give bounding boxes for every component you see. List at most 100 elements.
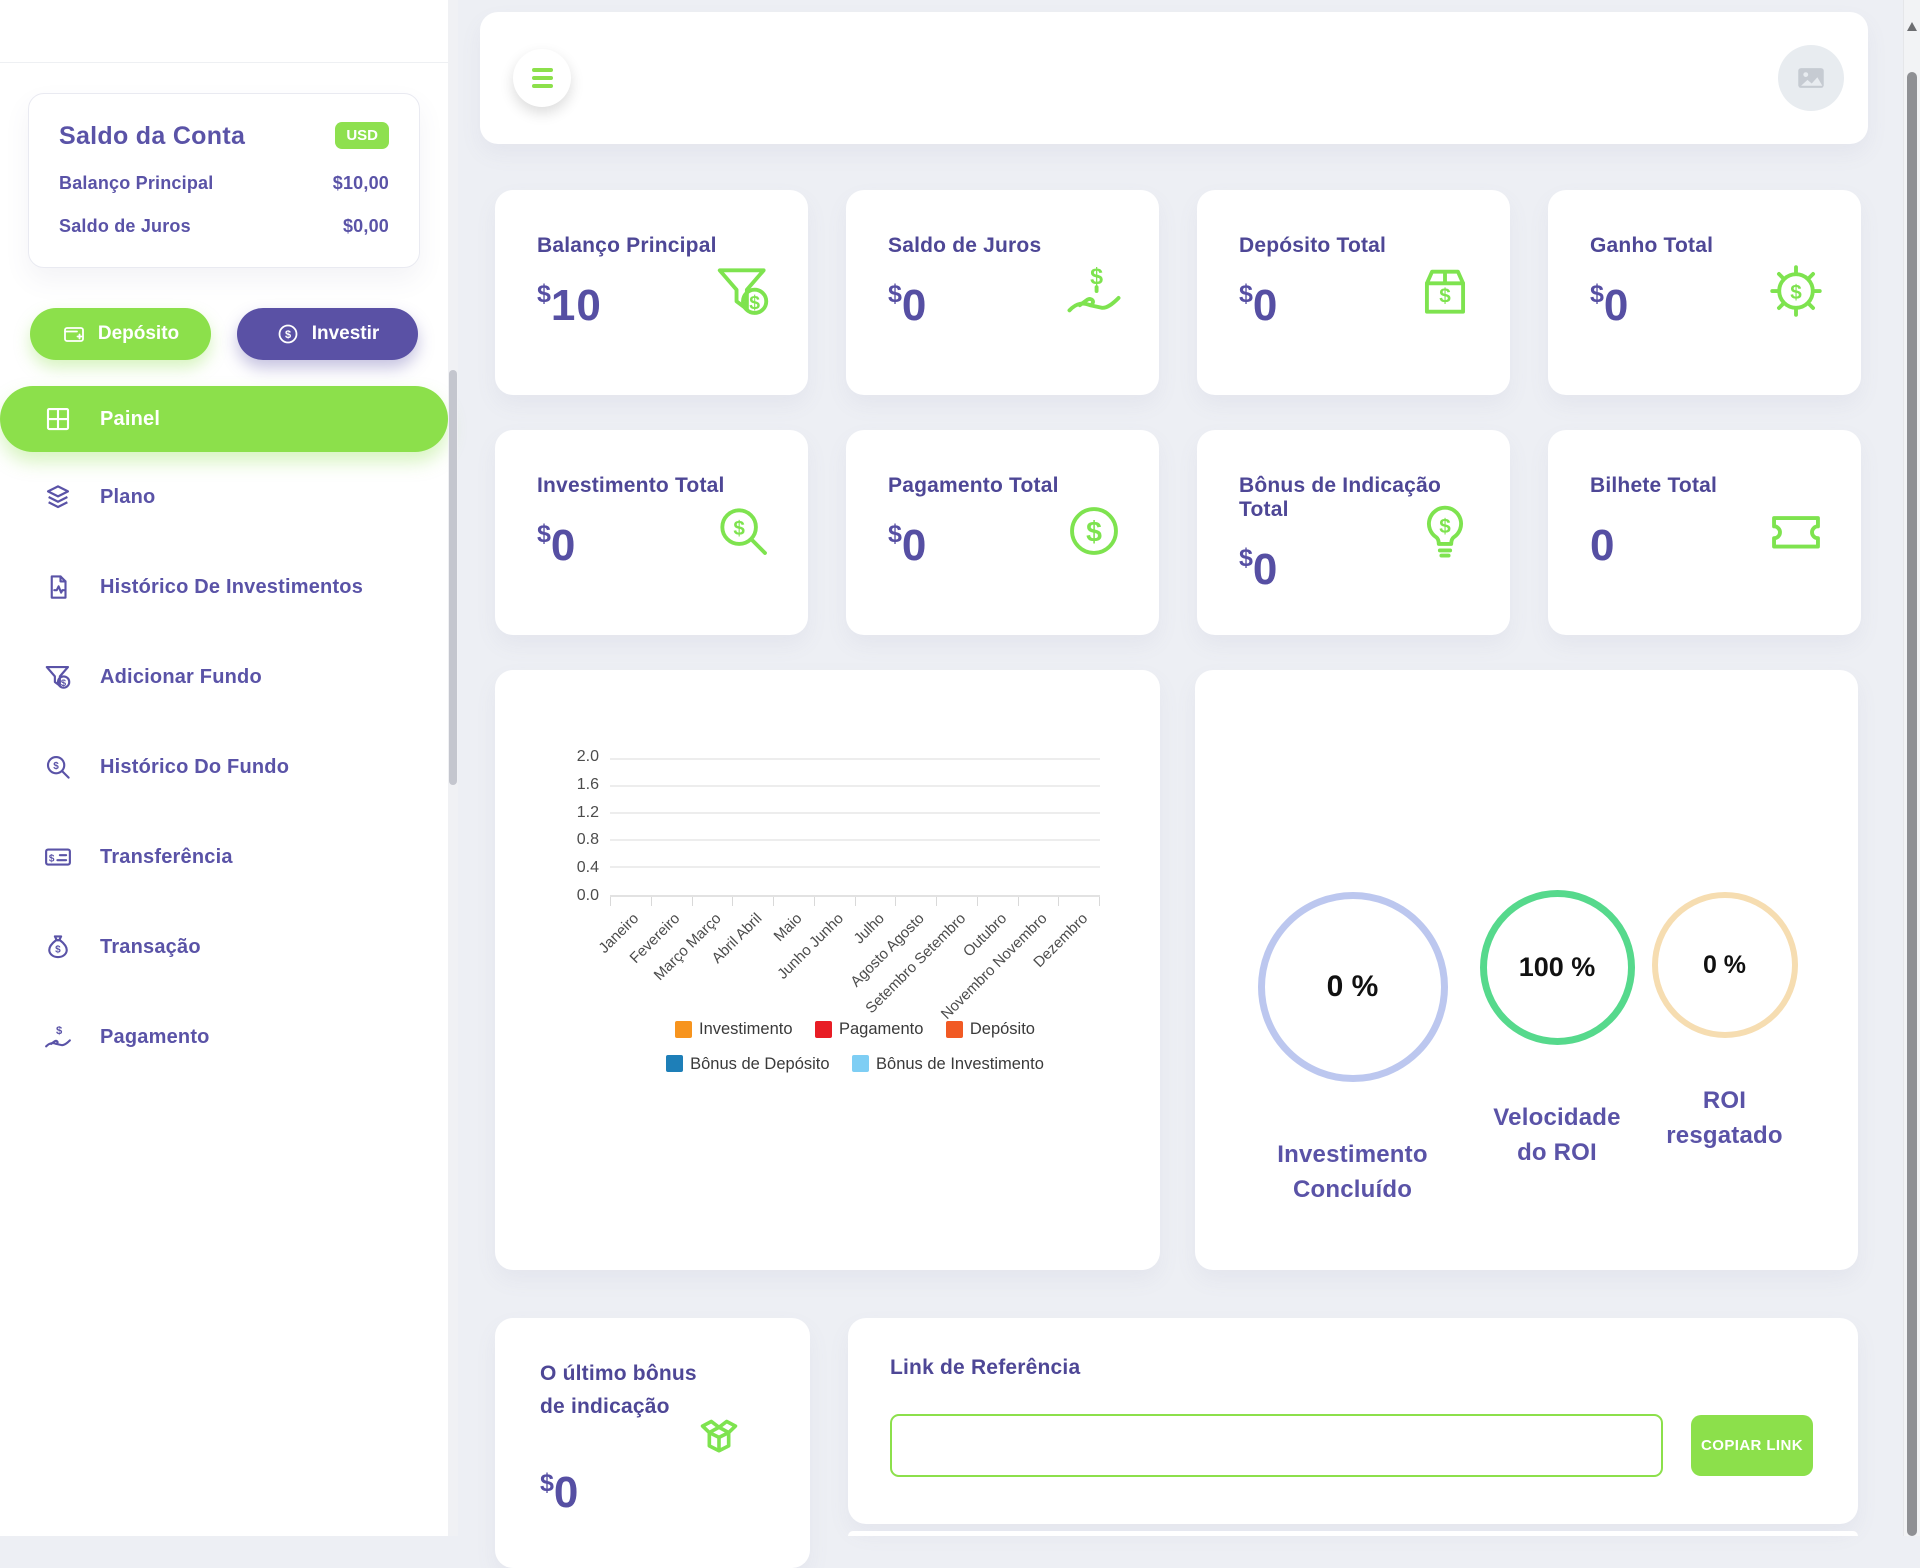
invest-button[interactable]: $ Investir [237,308,418,360]
topbar [480,12,1868,144]
deposit-button[interactable]: Depósito [30,308,211,360]
svg-text:$: $ [1086,516,1102,548]
layers-icon [42,481,74,513]
referral-link-card: Link de Referência COPIAR LINK [848,1318,1858,1524]
search-dollar-icon: $ [712,500,774,562]
sidebar-menu: Painel Plano Histórico De Investimentos [0,386,448,1082]
legend-swatch [945,1020,963,1038]
monthly-bar-chart-card: 2.0 1.6 1.2 0.8 0.4 0.0 Janeiro Fevereiro M… [495,670,1160,1270]
gauge-investimento-concluido: 0 % Investimento Concluído [1250,892,1455,1208]
sidebar-header [0,0,448,63]
last-referral-bonus-card: O último bônus de indicação $0 [495,1318,810,1568]
stat-value: 0 [1590,521,1616,570]
svg-text:$: $ [53,761,59,772]
legend-swatch [815,1020,832,1038]
stat-value: $0 [888,280,928,330]
legend-swatch [852,1055,870,1072]
gauge-label: Investimento Concluído [1277,1141,1428,1203]
sidebar-toggle-button[interactable] [513,49,571,107]
sidebar-item-plano[interactable]: Plano [0,452,448,542]
currency-badge: USD [335,122,389,149]
invest-history-icon [42,571,74,603]
page-scrollbar-thumb[interactable] [1907,72,1917,1536]
next-section-edge [848,1531,1858,1536]
balance-row-label: Saldo de Juros [59,216,191,236]
svg-text:$: $ [1090,264,1103,290]
gauge-label: ROI resgatado [1666,1087,1783,1149]
wallet-icon [62,322,86,346]
hamburger-icon [531,68,553,88]
legend-item-pagamento[interactable]: Pagamento [815,1014,923,1044]
sidebar: Saldo da Conta USD Balanço Principal $10… [0,0,448,1536]
roi-gauges-card: 0 % Investimento Concluído 100 % Velocid… [1195,670,1858,1270]
sidebar-item-historico-do-fundo[interactable]: $ Histórico Do Fundo [0,722,448,812]
stat-card-saldo-de-juros: Saldo de Juros $0 $ [846,190,1159,395]
sidebar-item-historico-de-investimentos[interactable]: Histórico De Investimentos [0,542,448,632]
box-dollar-icon: $ [1414,260,1476,322]
sidebar-scrollbar-thumb[interactable] [449,370,457,785]
stat-card-investimento-total: Investimento Total $0 $ [495,430,808,635]
bulb-dollar-icon: $ [1414,500,1476,562]
scroll-up-arrow-icon[interactable] [1907,22,1917,31]
svg-text:$: $ [61,678,67,688]
grid-icon [42,403,74,435]
funnel-dollar-icon: $ [42,661,74,693]
stat-card-balanco-principal: Balanço Principal $10 $ [495,190,808,395]
legend-item-deposito[interactable]: Depósito [945,1014,1035,1044]
user-avatar[interactable] [1778,45,1844,111]
gauge-roi-resgatado: 0 % ROI resgatado [1647,892,1802,1154]
svg-text:$: $ [1439,285,1451,308]
sidebar-item-transferencia[interactable]: $ Transferência [0,812,448,902]
sidebar-item-pagamento[interactable]: $ Pagamento [0,992,448,1082]
stat-title: Bônus de Indicação Total [1239,474,1441,521]
hand-dollar-icon: $ [1063,260,1125,322]
stat-card-bilhete-total: Bilhete Total 0 [1548,430,1861,635]
stat-title: Pagamento Total [888,474,1059,497]
stat-value: $10 [537,280,602,330]
stat-value: $0 [1239,280,1279,330]
stat-card-pagamento-total: Pagamento Total $0 $ [846,430,1159,635]
sidebar-item-label: Pagamento [100,1025,210,1048]
stats-grid: Balanço Principal $10 $ Saldo de Juros $… [495,190,1865,635]
gauge-value: 0 % [1326,970,1379,1003]
stat-card-deposito-total: Depósito Total $0 $ [1197,190,1510,395]
page-scrollbar[interactable] [1903,0,1920,1536]
svg-text:$: $ [1439,515,1451,538]
referral-link-input[interactable] [890,1414,1663,1477]
chart-legend: Investimento Pagamento Depósito Bônus de… [585,1014,1125,1083]
sidebar-item-adicionar-fundo[interactable]: $ Adicionar Fundo [0,632,448,722]
stat-title: Depósito Total [1239,234,1387,257]
svg-text:$: $ [56,1025,63,1037]
sidebar-item-label: Plano [100,485,156,508]
dollar-circle-icon: $ [276,322,300,346]
gauge-circle: 0 % [1651,892,1798,1038]
open-box-icon [690,1406,748,1464]
svg-text:$: $ [733,517,745,540]
funnel-dollar-icon: $ [712,260,774,322]
svg-text:$: $ [55,945,61,956]
gauge-circle: 100 % [1479,890,1635,1045]
gauge-velocidade-do-roi: 100 % Velocidade do ROI [1477,890,1637,1171]
chart-x-axis [610,895,1100,906]
bonus-card-value: $0 [540,1468,579,1517]
legend-item-investimento[interactable]: Investimento [675,1014,793,1044]
hand-dollar-icon: $ [42,1021,74,1053]
sidebar-scrollbar[interactable] [448,0,458,1536]
stat-value: $0 [537,520,577,570]
balance-card-title: Saldo da Conta [59,122,246,150]
gauge-label: Velocidade do ROI [1493,1104,1621,1166]
chart-plot-area [610,758,1100,895]
sidebar-item-transacao[interactable]: $ Transação [0,902,448,992]
stat-title: Saldo de Juros [888,234,1042,257]
legend-swatch [666,1055,684,1072]
sidebar-item-painel[interactable]: Painel [0,386,448,452]
legend-item-bonus-de-deposito[interactable]: Bônus de Depósito [666,1049,830,1079]
legend-item-bonus-de-investimento[interactable]: Bônus de Investimento [852,1049,1044,1079]
ticket-icon [1765,500,1827,562]
account-balance-card: Saldo da Conta USD Balanço Principal $10… [28,93,420,268]
chart-y-axis-labels: 2.0 1.6 1.2 0.8 0.4 0.0 [576,748,599,904]
copy-link-button[interactable]: COPIAR LINK [1691,1415,1813,1476]
sidebar-item-label: Histórico Do Fundo [100,755,290,778]
stat-value: $0 [1239,544,1279,594]
stat-value: $0 [888,520,928,570]
